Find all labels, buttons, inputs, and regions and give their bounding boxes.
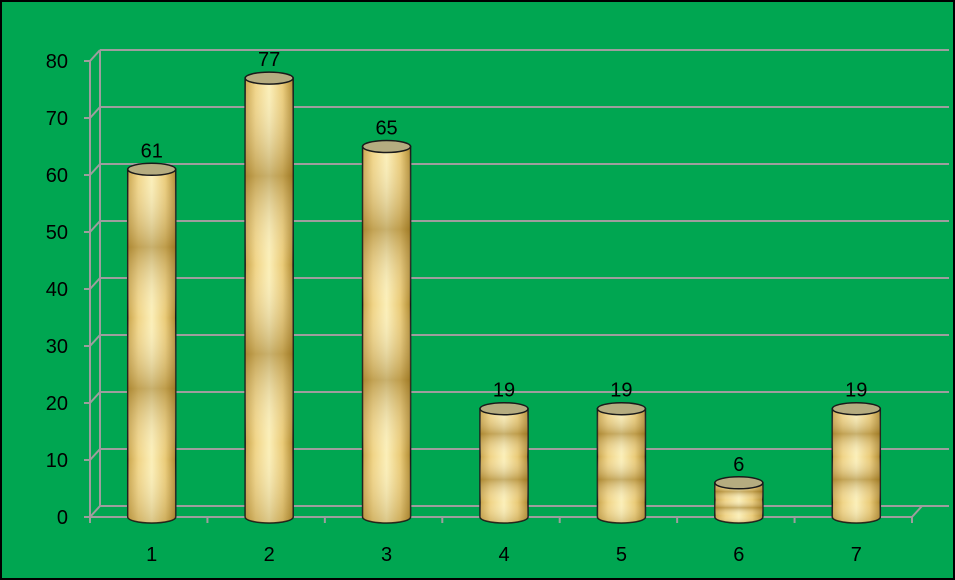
bar-5 [596, 401, 647, 524]
bar-top-cap [596, 401, 647, 416]
x-tick-label: 5 [616, 544, 627, 566]
x-tick-label: 7 [851, 544, 862, 566]
bars [126, 71, 882, 524]
bar-6 [714, 476, 764, 524]
bar-4 [479, 401, 529, 524]
bar-top-cap [244, 71, 294, 85]
y-tick-label: 80 [46, 51, 68, 73]
y-tick-label: 0 [57, 507, 68, 529]
data-label: 77 [258, 49, 280, 71]
gridline-diagonal [89, 334, 101, 347]
gridline-diagonal [89, 277, 101, 290]
gridline-diagonal [89, 391, 101, 404]
data-label: 19 [493, 380, 515, 402]
bar-top-cap [831, 401, 882, 416]
bar-shading [832, 408, 881, 523]
bar-3 [361, 139, 412, 524]
bar-shading [127, 169, 176, 524]
x-tick-label: 3 [381, 544, 392, 566]
data-label: 19 [845, 380, 867, 402]
data-label: 19 [610, 380, 632, 402]
y-tick-label: 40 [46, 279, 68, 301]
axes: 0 10 20 30 40 50 60 70 80 1 2 3 4 5 6 7 [46, 50, 923, 566]
gridline-diagonal [89, 220, 101, 233]
gridline-diagonal [89, 163, 101, 176]
gridline-diagonal [89, 49, 101, 62]
y-tick-label: 20 [46, 393, 68, 415]
y-tick-label: 30 [46, 336, 68, 358]
bar-shading [480, 408, 528, 523]
gridline-diagonal [89, 106, 101, 119]
bar-shading [714, 482, 763, 523]
bar-shading [245, 78, 294, 523]
y-tick-label: 70 [46, 108, 68, 130]
bar-shading [597, 408, 646, 523]
data-label: 61 [141, 140, 163, 162]
gridline-diagonal [89, 505, 101, 518]
x-axis-end-diagonal [911, 505, 923, 518]
data-label: 65 [375, 118, 397, 140]
x-tick-label: 1 [146, 544, 157, 566]
y-tick-label: 50 [46, 222, 68, 244]
bar-shading [362, 146, 411, 523]
bar-1 [126, 162, 177, 524]
x-tick-label: 2 [264, 544, 275, 566]
bar-top-cap [126, 162, 177, 177]
bar-top-cap [479, 401, 529, 416]
y-tick-label: 60 [46, 165, 68, 187]
bar-2 [244, 71, 294, 524]
data-labels: 61 77 65 19 19 6 19 [141, 49, 868, 476]
bar-7 [831, 401, 882, 524]
bar-top-cap [361, 139, 412, 154]
x-tick-label: 4 [498, 544, 509, 566]
data-label: 6 [733, 454, 744, 476]
x-tick-label: 6 [733, 544, 744, 566]
bar-top-cap [714, 476, 764, 490]
gridline-diagonal [89, 448, 101, 461]
y-tick-label: 10 [46, 450, 68, 472]
